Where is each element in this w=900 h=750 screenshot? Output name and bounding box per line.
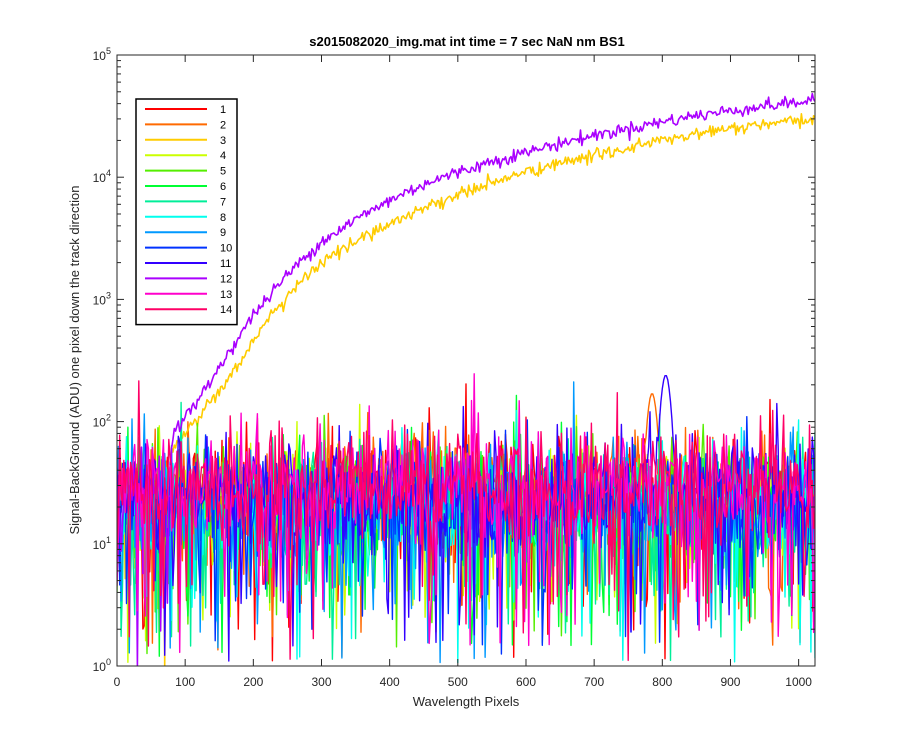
x-tick-label: 1000 (785, 675, 812, 689)
plot-area-frame (116, 54, 816, 667)
x-tick-label: 300 (311, 675, 331, 689)
series-line-3 (117, 113, 815, 666)
x-tick-label: 0 (114, 675, 121, 689)
legend-label: 7 (220, 196, 226, 208)
legend-label: 14 (220, 304, 232, 316)
y-tick-label: 105 (93, 46, 111, 63)
legend-label: 10 (220, 243, 232, 255)
series-line-12 (117, 92, 815, 666)
series-line-14 (117, 380, 815, 662)
x-tick-label: 900 (720, 675, 740, 689)
x-tick-label: 100 (175, 675, 195, 689)
y-tick-label: 104 (93, 168, 111, 185)
legend-label: 12 (220, 273, 232, 285)
legend-label: 11 (220, 258, 231, 270)
y-tick-label: 102 (93, 413, 111, 430)
x-tick-label: 400 (380, 675, 400, 689)
legend-label: 6 (220, 181, 226, 193)
x-tick-label: 600 (516, 675, 536, 689)
legend-label: 3 (220, 135, 226, 147)
y-tick-label: 100 (93, 657, 111, 674)
legend-label: 9 (220, 227, 226, 239)
x-tick-label: 500 (448, 675, 468, 689)
legend-label: 2 (220, 119, 226, 131)
x-tick-label: 200 (243, 675, 263, 689)
legend-label: 13 (220, 289, 232, 301)
y-tick-label: 103 (93, 290, 111, 307)
x-axis-title: Wavelength Pixels (413, 694, 520, 709)
legend-box (135, 98, 238, 326)
y-axis-title: Signal-BackGround (ADU) one pixel down t… (67, 185, 82, 534)
legend-label: 4 (220, 150, 226, 162)
legend-label: 1 (220, 104, 226, 116)
legend-label: 8 (220, 212, 226, 224)
y-tick-label: 101 (93, 535, 111, 552)
legend-label: 5 (220, 166, 226, 178)
x-tick-label: 700 (584, 675, 604, 689)
chart-title: s2015082020_img.mat int time = 7 sec NaN… (309, 34, 624, 49)
x-tick-label: 800 (652, 675, 672, 689)
